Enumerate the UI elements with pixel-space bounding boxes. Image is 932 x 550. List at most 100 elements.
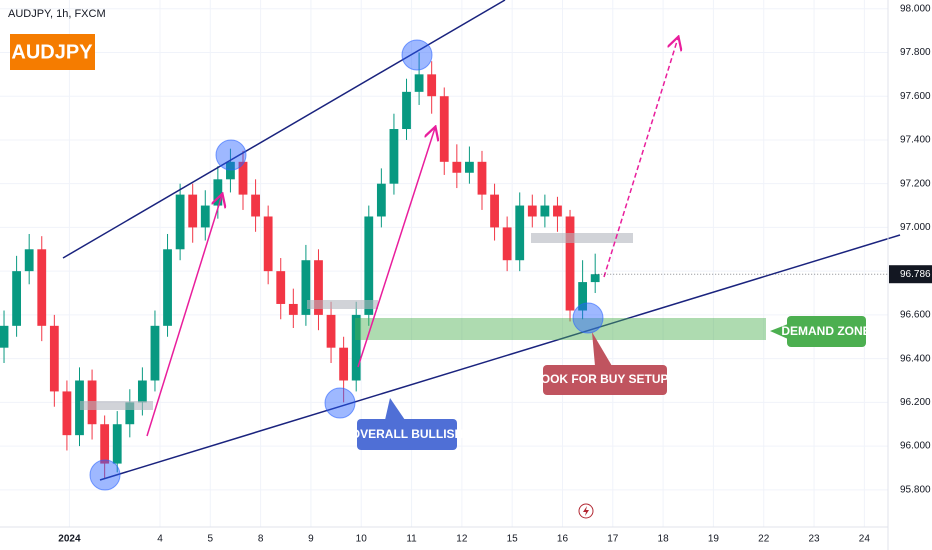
candle-body — [37, 249, 47, 326]
candle-body — [578, 282, 588, 311]
candle-body — [125, 402, 135, 425]
candle-body — [100, 424, 110, 464]
candle-body — [24, 249, 34, 272]
x-tick-label: 23 — [808, 534, 820, 545]
callout-box — [787, 316, 866, 347]
candle-body — [263, 216, 273, 272]
callout-box — [543, 365, 667, 395]
x-tick-label: 9 — [308, 534, 314, 545]
candle-body — [402, 91, 411, 130]
x-tick-label: 10 — [356, 534, 368, 545]
x-tick-label: 15 — [507, 534, 519, 545]
x-tick-label: 12 — [456, 534, 468, 545]
candle-body — [452, 161, 462, 173]
y-tick-label: 97.200 — [900, 178, 931, 189]
axes: 95.80096.00096.20096.40096.60096.80097.0… — [58, 3, 932, 545]
y-tick-label: 98.000 — [900, 3, 931, 14]
callout-pointer — [592, 332, 612, 366]
y-tick-label: 97.800 — [900, 47, 931, 58]
candle-body — [301, 260, 311, 315]
candle-body — [590, 274, 600, 283]
candle-body — [515, 205, 525, 261]
callout-text: OVERALL BULLISH — [351, 427, 463, 441]
x-tick-label: 16 — [557, 534, 569, 545]
channel-upper — [62, 0, 506, 259]
candle-body — [527, 205, 537, 217]
y-tick-label: 95.800 — [900, 484, 931, 495]
candle-body — [465, 161, 474, 173]
symbol-badge — [10, 34, 95, 70]
candle-body — [226, 161, 235, 180]
candle-body — [62, 391, 72, 436]
candle-body — [427, 74, 437, 97]
callout-text: LOOK FOR BUY SETUPS — [533, 372, 676, 386]
candle-body — [200, 205, 210, 228]
candle-body — [276, 271, 286, 304]
x-tick-label: 5 — [208, 534, 214, 545]
resistance-box — [307, 300, 378, 309]
candle-body — [553, 205, 562, 217]
candle-body — [389, 129, 399, 184]
callout-pointer — [385, 398, 405, 420]
candle-body — [326, 314, 336, 348]
candle-body — [49, 325, 59, 392]
candle-body — [490, 194, 499, 228]
candle-body — [238, 161, 248, 195]
touch-circle — [215, 139, 247, 171]
touch-circle — [324, 387, 356, 419]
candle-body — [75, 380, 84, 436]
callout-box — [357, 419, 457, 450]
touch-points — [89, 39, 604, 491]
last-price-tag — [889, 265, 932, 284]
y-tick-label: 97.000 — [900, 222, 931, 233]
candle-body — [351, 314, 361, 381]
x-tick-label: 19 — [708, 534, 720, 545]
demand-zone — [355, 318, 766, 340]
candle-body — [439, 96, 449, 162]
candle-body — [288, 303, 298, 315]
candle-body — [112, 424, 122, 464]
candle-body — [150, 325, 160, 381]
candle-body — [314, 260, 323, 315]
projection-arrow — [603, 38, 678, 278]
x-tick-label: 18 — [658, 534, 670, 545]
impulse-arrow — [146, 195, 222, 437]
x-tick-label: 22 — [758, 534, 770, 545]
y-tick-label: 96.600 — [900, 310, 931, 321]
candle-body — [213, 179, 223, 206]
channel-lower — [99, 234, 901, 481]
y-tick-label: 97.600 — [900, 91, 931, 102]
candle-body — [477, 161, 487, 195]
callout-text: DEMAND ZONE — [781, 324, 870, 338]
candle-body — [251, 194, 260, 217]
candle-body — [502, 227, 512, 261]
event-icon-bolt — [583, 506, 589, 516]
candle-body — [175, 194, 185, 250]
candle-body — [414, 74, 424, 92]
touch-circle — [401, 39, 433, 71]
candle-body — [137, 380, 147, 403]
symbol-badge-text: AUDJPY — [11, 41, 93, 63]
candle-body — [0, 325, 9, 348]
y-tick-label: 96.400 — [900, 353, 931, 364]
candle-body — [163, 249, 172, 326]
x-tick-label: 8 — [258, 534, 264, 545]
x-tick-label: 11 — [406, 534, 417, 545]
candle-body — [188, 194, 198, 228]
candle-body — [12, 271, 22, 326]
candle-body — [376, 183, 386, 217]
y-tick-label: 97.400 — [900, 135, 931, 146]
y-tick-label: 96.200 — [900, 397, 931, 408]
x-tick-label: 24 — [859, 534, 871, 545]
touch-circle — [572, 302, 604, 334]
callout-pointer — [770, 324, 788, 339]
y-tick-label: 96.000 — [900, 441, 931, 452]
x-tick-label: 2024 — [58, 534, 81, 545]
x-tick-label: 17 — [607, 534, 619, 545]
x-tick-label: 4 — [157, 534, 163, 545]
resistance-box — [531, 233, 633, 243]
chart-title: AUDJPY, 1h, FXCM — [8, 8, 106, 20]
touch-circle — [89, 459, 121, 491]
